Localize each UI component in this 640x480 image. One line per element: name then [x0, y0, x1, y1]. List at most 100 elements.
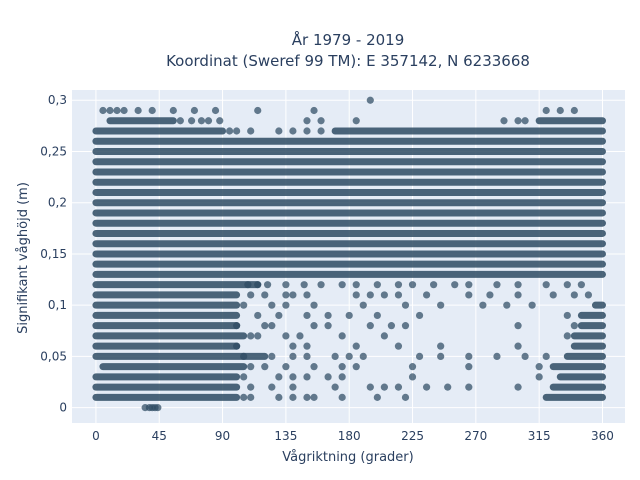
scatter-point	[233, 322, 241, 330]
data-band	[92, 240, 606, 248]
scatter-point	[263, 281, 272, 289]
scatter-point	[394, 281, 403, 289]
scatter-point	[289, 393, 297, 401]
scatter-point	[247, 393, 255, 401]
scatter-point	[514, 383, 522, 391]
scatter-point	[268, 322, 276, 330]
data-band	[92, 127, 227, 135]
scatter-point	[197, 117, 206, 125]
data-band	[92, 383, 241, 391]
scatter-point	[106, 106, 114, 115]
scatter-point	[310, 322, 318, 330]
scatter-point	[401, 301, 410, 309]
y-axis-label: Signifikant våghöjd (m)	[16, 182, 31, 334]
scatter-point	[514, 281, 522, 289]
scatter-point	[154, 404, 162, 412]
scatter-point	[408, 281, 417, 289]
scatter-point	[521, 352, 529, 360]
scatter-point	[303, 291, 311, 299]
scatter-point	[261, 363, 269, 371]
scatter-point	[465, 291, 473, 299]
x-tick-label: 90	[215, 429, 230, 443]
data-band	[92, 188, 606, 196]
scatter-point	[366, 96, 374, 104]
scatter-point	[303, 127, 311, 135]
scatter-point	[408, 373, 417, 381]
data-band	[92, 178, 606, 186]
scatter-point	[289, 127, 297, 135]
scatter-point	[247, 383, 255, 391]
data-band	[92, 250, 606, 258]
scatter-point	[254, 311, 262, 320]
scatter-point	[324, 311, 332, 320]
y-tick-label: 0,2	[48, 196, 67, 210]
scatter-point	[437, 342, 445, 350]
scatter-point	[225, 127, 234, 135]
data-band	[92, 158, 606, 166]
scatter-point	[437, 301, 445, 309]
scatter-point	[240, 352, 248, 360]
scatter-point	[289, 383, 297, 391]
data-band	[92, 352, 269, 360]
scatter-point	[373, 393, 381, 401]
scatter-point	[317, 281, 325, 289]
scatter-point	[254, 106, 262, 115]
x-axis-label: Vågriktning (grader)	[282, 450, 413, 465]
scatter-point	[394, 383, 403, 391]
data-band	[92, 137, 606, 145]
x-tick-label: 135	[274, 429, 297, 443]
scatter-point	[99, 106, 107, 115]
scatter-point	[169, 106, 177, 115]
scatter-point	[359, 301, 367, 309]
scatter-point	[216, 117, 224, 125]
data-band	[92, 342, 241, 350]
scatter-point	[275, 127, 283, 135]
data-band	[570, 342, 606, 350]
scatter-point	[247, 363, 255, 371]
data-band	[92, 311, 241, 319]
scatter-point	[240, 301, 248, 309]
data-band	[92, 199, 606, 207]
scatter-point	[493, 352, 501, 360]
scatter-point	[303, 342, 311, 350]
scatter-point	[289, 342, 297, 350]
scatter-point	[401, 322, 410, 330]
scatter-point	[514, 322, 522, 330]
scatter-point	[289, 291, 297, 299]
scatter-point	[113, 106, 121, 115]
scatter-point	[542, 281, 550, 289]
scatter-point	[430, 281, 438, 289]
data-band	[106, 117, 177, 125]
data-band	[92, 301, 241, 309]
scatter-point	[268, 383, 276, 391]
scatter-point	[401, 393, 410, 401]
data-band	[92, 393, 241, 401]
x-tick-label: 360	[591, 429, 614, 443]
y-tick-label: 0,25	[40, 144, 67, 158]
scatter-point	[514, 342, 522, 350]
data-band	[92, 168, 606, 176]
data-band	[92, 209, 606, 217]
scatter-point	[300, 281, 308, 289]
scatter-point	[373, 281, 381, 289]
data-band	[92, 229, 606, 237]
data-band	[92, 219, 606, 227]
scatter-point	[465, 363, 473, 371]
scatter-point	[275, 311, 283, 320]
data-band	[99, 363, 248, 371]
scatter-point	[310, 301, 318, 309]
scatter-point	[500, 117, 508, 125]
data-band	[92, 291, 241, 299]
scatter-point	[556, 106, 564, 115]
scatter-point	[345, 311, 353, 320]
x-axis-ticks: 0 45 90 135 180 225 270 315 360	[92, 429, 614, 443]
y-tick-label: 0,05	[40, 349, 67, 363]
scatter-point	[366, 322, 374, 330]
x-tick-label: 180	[338, 429, 361, 443]
scatter-point	[570, 106, 578, 115]
scatter-point	[345, 352, 353, 360]
scatter-point	[282, 301, 290, 309]
scatter-point	[303, 352, 311, 360]
